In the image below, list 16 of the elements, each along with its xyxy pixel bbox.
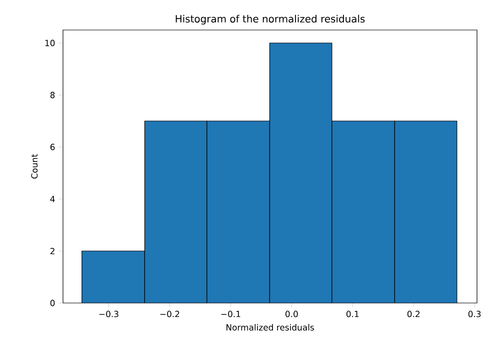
chart-title: Histogram of the normalized residuals — [176, 14, 365, 25]
y-tick-label: 2 — [50, 248, 54, 254]
x-tick-label: 0.2 — [407, 310, 420, 318]
y-tick-label: 0 — [50, 300, 55, 306]
x-tick-label: 0.3 — [468, 310, 481, 318]
x-tick-label: −0.3 — [99, 310, 118, 318]
x-tick-label: 0.1 — [346, 310, 359, 318]
y-axis-title: Count — [31, 154, 38, 179]
y-tick-label: 6 — [50, 144, 55, 150]
y-tick-label: 4 — [50, 196, 55, 202]
x-tick-label: 0.0 — [285, 310, 298, 318]
x-tick-label: −0.1 — [221, 310, 240, 318]
y-tick-label: 10 — [45, 40, 55, 46]
x-axis-title: Normalized residuals — [226, 324, 314, 331]
y-tick-label: 8 — [50, 92, 55, 98]
x-tick-label: −0.2 — [160, 310, 180, 318]
